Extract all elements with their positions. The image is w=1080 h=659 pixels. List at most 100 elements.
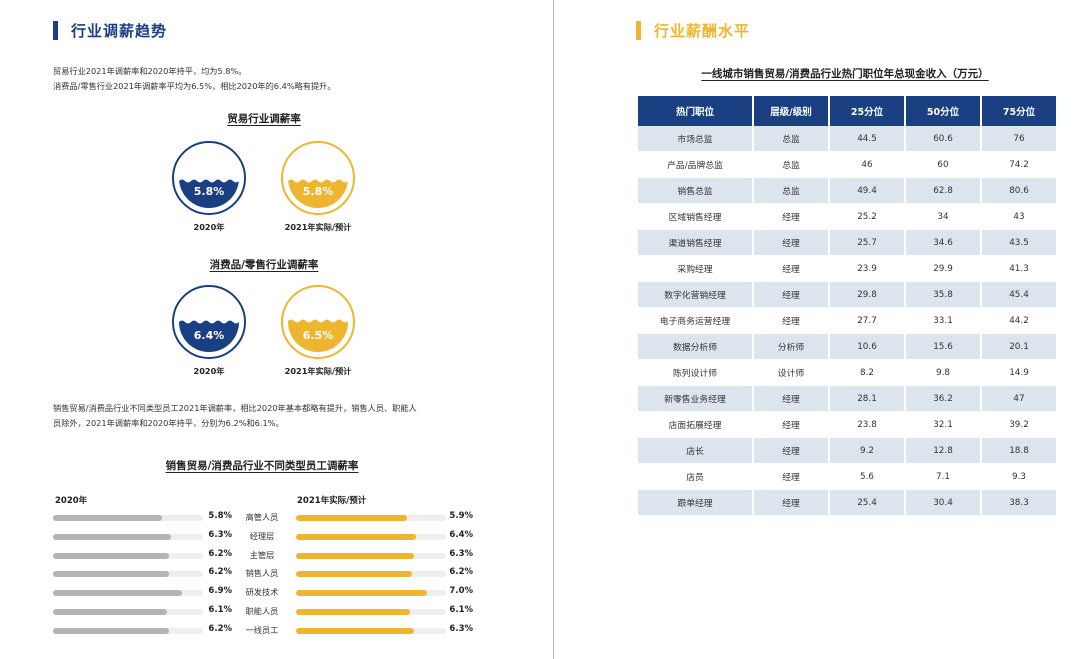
cell-p75: 38.3 — [982, 490, 1056, 516]
badge-liquid — [179, 292, 239, 352]
bar-fill-2021 — [296, 552, 415, 559]
cell-level: 分析师 — [754, 334, 828, 360]
cell-p50: 35.8 — [906, 282, 980, 308]
staff-rate-row: 5.8% 高管人员 5.9% — [0, 511, 553, 525]
salary-row: 产品/品牌总监 总监 46 60 74.2 — [638, 152, 1056, 178]
trend-intro: 贸易行业2021年调薪率和2020年持平，均为5.8%。 消费品/零售行业202… — [53, 64, 336, 94]
cell-position: 区域销售经理 — [638, 204, 752, 230]
salary-row: 数据分析师 分析师 10.6 15.6 20.1 — [638, 334, 1056, 360]
cell-p25: 49.4 — [830, 178, 904, 204]
cell-level: 经理 — [754, 490, 828, 516]
bar-track-2021 — [296, 590, 446, 597]
badge-label: 2021年实际/预计 — [284, 366, 352, 376]
cell-p75: 9.3 — [982, 464, 1056, 490]
cell-p75: 20.1 — [982, 334, 1056, 360]
staff-category: 研发技术 — [245, 587, 279, 598]
cell-level: 经理 — [754, 438, 828, 464]
value-2021: 6.1% — [449, 605, 473, 615]
cell-position: 新零售业务经理 — [638, 386, 752, 412]
cell-position: 采购经理 — [638, 256, 752, 282]
value-2021: 6.3% — [449, 548, 473, 559]
bar-track-2020 — [53, 590, 203, 597]
salary-table-title: 一线城市销售贸易/消费品行业热门职位年总现金收入（万元） — [701, 68, 989, 80]
bar-track-2021 — [296, 515, 446, 521]
salary-row: 陈列设计师 设计师 8.2 9.8 14.9 — [638, 360, 1056, 386]
salary-row: 数字化营销经理 经理 29.8 35.8 45.4 — [638, 282, 1056, 308]
cell-level: 设计师 — [754, 360, 828, 386]
col-header-level: 层级/级别 — [754, 96, 828, 126]
badge-label: 2020年 — [193, 222, 225, 232]
cell-position: 店面拓展经理 — [638, 412, 752, 438]
cell-p75: 39.2 — [982, 412, 1056, 438]
bar-track-2020 — [53, 627, 203, 634]
cell-level: 总监 — [754, 152, 828, 178]
cell-level: 经理 — [754, 412, 828, 438]
cell-level: 经理 — [754, 256, 828, 282]
bar-fill-2020 — [53, 627, 170, 634]
bar-fill-2020 — [53, 552, 170, 559]
cell-position: 数字化营销经理 — [638, 282, 752, 308]
trend-section-title: 行业调薪趋势 — [71, 22, 168, 40]
staff-paragraph: 销售贸易/消费品行业不同类型员工2021年调薪率，相比2020年基本都略有提升，… — [53, 401, 417, 431]
cell-p75: 43.5 — [982, 230, 1056, 256]
bar-track-2021 — [296, 533, 446, 540]
bar-fill-2020 — [53, 571, 170, 578]
cell-level: 经理 — [754, 282, 828, 308]
cell-p50: 9.8 — [906, 360, 980, 386]
staff-rates-title: 销售贸易/消费品行业不同类型员工调薪率 — [165, 460, 359, 472]
salary-table-body: 市场总监 总监 44.5 60.6 76 产品/品牌总监 总监 46 60 74.2 销售总监 总监 4… — [638, 126, 1056, 516]
bar-fill-2021 — [296, 533, 416, 540]
level-section-header: 行业薪酬水平 — [636, 20, 750, 41]
cell-p25: 8.2 — [830, 360, 904, 386]
staff-rate-row: 6.2% 一线员工 6.3% — [0, 624, 553, 638]
cell-p50: 7.1 — [906, 464, 980, 490]
salary-row: 区域销售经理 经理 25.2 34 43 — [638, 204, 1056, 230]
cell-p75: 76 — [982, 126, 1056, 152]
header-2020: 2020年 — [55, 496, 88, 506]
bar-fill-2021 — [296, 571, 413, 578]
trade-rate-badge-2020: 5.8% — [172, 141, 246, 215]
staff-category: 高管人员 — [245, 512, 279, 522]
bar-track-2021 — [296, 609, 446, 615]
value-2020: 6.9% — [208, 586, 232, 597]
salary-row: 跟单经理 经理 25.4 30.4 38.3 — [638, 490, 1056, 516]
cell-p50: 36.2 — [906, 386, 980, 412]
bar-track-2020 — [53, 515, 203, 521]
salary-row: 店员 经理 5.6 7.1 9.3 — [638, 464, 1056, 490]
salary-table-header: 热门职位 层级/级别 25分位 50分位 75分位 — [638, 96, 1056, 126]
cell-p25: 25.2 — [830, 204, 904, 230]
cell-p25: 9.2 — [830, 438, 904, 464]
consumer-rate-badge-2021: 6.5% — [281, 285, 355, 359]
value-2021: 6.3% — [449, 623, 473, 634]
staff-category: 一线员工 — [245, 624, 279, 635]
cell-p75: 80.6 — [982, 178, 1056, 204]
trade-rate-badge-2021: 5.8% — [281, 141, 355, 215]
cell-p75: 47 — [982, 386, 1056, 412]
bar-fill-2021 — [296, 609, 411, 615]
col-header-position: 热门职位 — [638, 96, 752, 126]
staff-rate-row: 6.9% 研发技术 7.0% — [0, 586, 553, 600]
cell-p75: 43 — [982, 204, 1056, 230]
bar-fill-2020 — [53, 533, 172, 540]
cell-p75: 45.4 — [982, 282, 1056, 308]
page-divider — [553, 0, 554, 659]
badge-value: 6.5% — [302, 329, 334, 342]
header-2021: 2021年实际/预计 — [297, 496, 367, 506]
staff-rate-row: 6.2% 主管层 6.3% — [0, 549, 553, 563]
cell-position: 销售总监 — [638, 178, 752, 204]
bar-track-2020 — [53, 609, 203, 615]
cell-p25: 29.8 — [830, 282, 904, 308]
staff-category: 主管层 — [249, 549, 275, 560]
salary-row: 店面拓展经理 经理 23.8 32.1 39.2 — [638, 412, 1056, 438]
salary-row: 采购经理 经理 23.9 29.9 41.3 — [638, 256, 1056, 282]
bar-track-2021 — [296, 552, 446, 559]
bar-fill-2021 — [296, 590, 428, 597]
cell-p25: 44.5 — [830, 126, 904, 152]
cell-position: 跟单经理 — [638, 490, 752, 516]
badge-liquid — [288, 292, 348, 352]
col-header-p25: 25分位 — [830, 96, 904, 126]
salary-row: 新零售业务经理 经理 28.1 36.2 47 — [638, 386, 1056, 412]
bar-track-2020 — [53, 571, 203, 578]
badge-value: 6.4% — [193, 329, 225, 342]
cell-p25: 27.7 — [830, 308, 904, 334]
